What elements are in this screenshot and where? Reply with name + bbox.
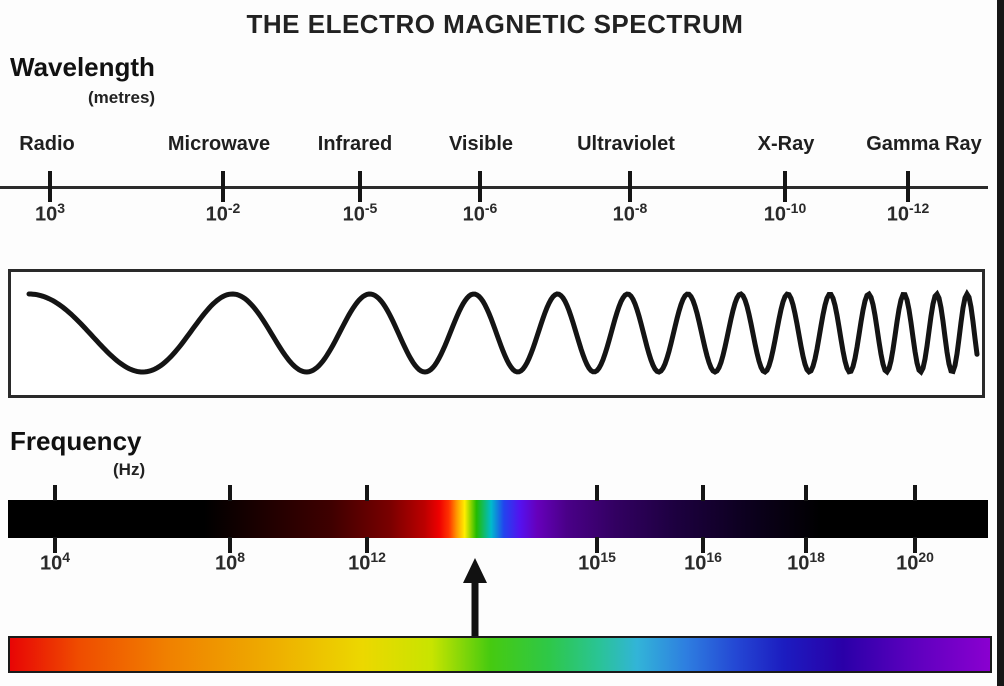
wavelength-axis-line xyxy=(0,186,988,189)
frequency-axis-title: Frequency xyxy=(10,426,142,456)
frequency-value: 1015 xyxy=(578,549,616,576)
power-exponent: -8 xyxy=(634,200,648,216)
wavelength-tick xyxy=(478,171,482,202)
power-base: 10 xyxy=(763,203,787,226)
tick-lower xyxy=(913,537,917,553)
wavelength-tick xyxy=(221,171,225,202)
wavelength-tick xyxy=(358,171,362,202)
band-label-gammaray: Gamma Ray xyxy=(866,133,982,155)
wavelength-value: 10-10 xyxy=(764,200,806,227)
power-exponent: 16 xyxy=(706,549,722,565)
power-exponent: 12 xyxy=(370,549,386,565)
tick-lower xyxy=(701,537,705,553)
band-label-visible: Visible xyxy=(448,133,514,155)
wavelength-tick xyxy=(783,171,787,202)
power-base: 10 xyxy=(787,552,810,575)
visible-light-arrow-shaft xyxy=(471,580,479,637)
frequency-axis-unit: (Hz) xyxy=(113,460,146,479)
power-exponent: 15 xyxy=(600,549,616,565)
frequency-value: 1018 xyxy=(787,549,825,576)
wavelength-value: 10-6 xyxy=(463,200,498,227)
tick-upper xyxy=(595,485,599,501)
power-base: 10 xyxy=(578,552,601,575)
power-base: 10 xyxy=(342,203,365,226)
power-exponent: 18 xyxy=(809,549,825,565)
frequency-value: 1020 xyxy=(896,549,934,576)
power-base: 10 xyxy=(886,203,910,226)
power-exponent: 3 xyxy=(57,200,66,216)
tick-upper xyxy=(913,485,917,501)
band-label-microwave: Microwave xyxy=(167,133,271,155)
band-label-infrared: Infrared xyxy=(317,133,393,155)
frequency-value: 1012 xyxy=(348,549,386,576)
power-exponent: 20 xyxy=(918,549,934,565)
tick-lower xyxy=(595,537,599,553)
wavelength-tick xyxy=(906,171,910,202)
visible-spectrum-bar xyxy=(8,636,992,673)
power-exponent: -10 xyxy=(786,200,807,216)
chirp-wave-path xyxy=(26,288,980,376)
visible-light-arrow-head xyxy=(463,558,487,583)
power-base: 10 xyxy=(214,552,238,575)
tick-upper xyxy=(804,485,808,501)
power-base: 10 xyxy=(462,203,485,226)
frequency-value: 1016 xyxy=(684,549,722,576)
power-exponent: -2 xyxy=(227,200,241,216)
power-base: 10 xyxy=(348,552,371,575)
power-base: 10 xyxy=(39,552,63,575)
power-base: 10 xyxy=(205,203,228,226)
power-exponent: -5 xyxy=(364,200,378,216)
band-label-xray: X-Ray xyxy=(757,133,815,155)
frequency-value: 104 xyxy=(40,549,70,576)
wavelength-value: 10-2 xyxy=(206,200,241,227)
power-base: 10 xyxy=(34,203,58,226)
wavelength-axis-title: Wavelength xyxy=(10,52,155,82)
wavelength-value: 10-8 xyxy=(613,200,648,227)
frequency-value: 108 xyxy=(215,549,245,576)
wavelength-tick xyxy=(48,171,52,202)
tick-upper xyxy=(228,485,232,501)
tick-upper xyxy=(53,485,57,501)
tick-lower xyxy=(53,537,57,553)
power-base: 10 xyxy=(684,552,707,575)
image-right-border xyxy=(997,0,1004,686)
power-exponent: 4 xyxy=(62,549,71,565)
wavelength-value: 10-5 xyxy=(343,200,378,227)
page-title: THE ELECTRO MAGNETIC SPECTRUM xyxy=(246,9,744,39)
power-base: 10 xyxy=(896,552,919,575)
tick-upper xyxy=(365,485,369,501)
wave-panel xyxy=(8,269,985,398)
wavelength-tick xyxy=(628,171,632,202)
power-exponent: 8 xyxy=(237,549,246,565)
power-base: 10 xyxy=(612,203,635,226)
wavelength-axis-unit: (metres) xyxy=(88,88,156,107)
band-label-radio: Radio xyxy=(19,133,75,155)
chirp-wave xyxy=(26,288,980,376)
frequency-bar xyxy=(8,500,988,538)
band-label-ultraviolet: Ultraviolet xyxy=(577,133,675,155)
wavelength-value: 10-12 xyxy=(887,200,929,227)
tick-upper xyxy=(701,485,705,501)
power-exponent: -12 xyxy=(909,200,930,216)
tick-lower xyxy=(804,537,808,553)
tick-lower xyxy=(228,537,232,553)
wavelength-value: 103 xyxy=(35,200,65,227)
tick-lower xyxy=(365,537,369,553)
power-exponent: -6 xyxy=(484,200,498,216)
